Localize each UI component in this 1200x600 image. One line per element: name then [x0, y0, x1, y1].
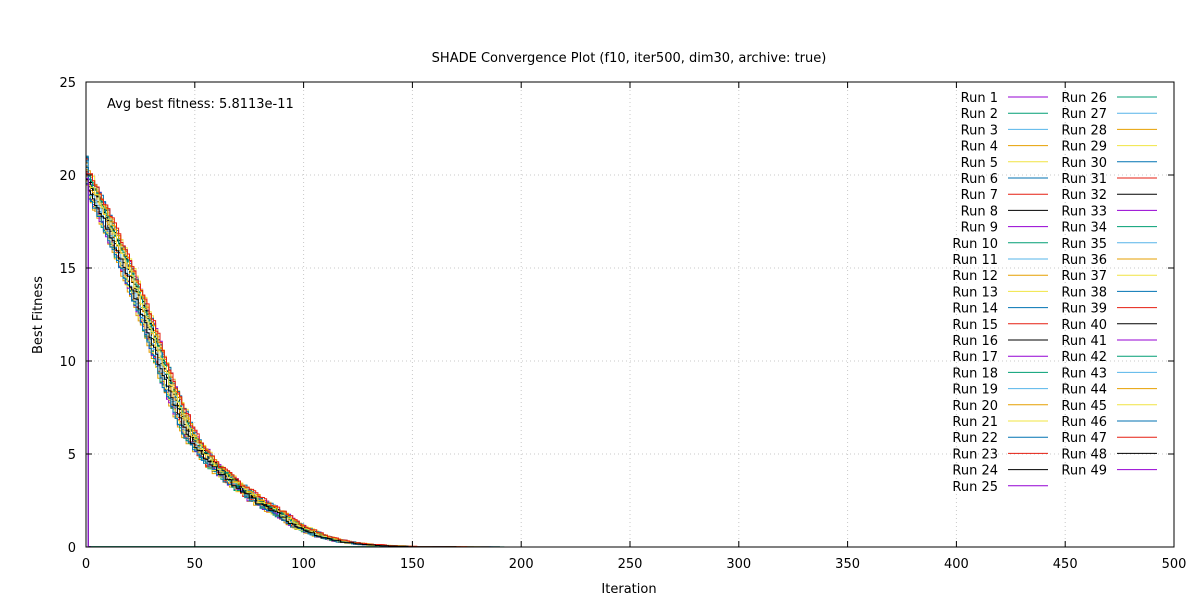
legend-label-run-8: Run 8	[961, 204, 998, 219]
legend-label-run-6: Run 6	[961, 172, 998, 187]
legend-label-run-25: Run 25	[952, 480, 998, 495]
x-tick-label: 450	[1053, 557, 1078, 572]
legend-label-run-10: Run 10	[952, 237, 998, 252]
legend-label-run-49: Run 49	[1061, 464, 1107, 479]
x-axis-label: Iteration	[601, 582, 656, 597]
x-tick-label: 400	[944, 557, 969, 572]
legend-label-run-20: Run 20	[952, 399, 998, 414]
legend-label-run-12: Run 12	[952, 269, 998, 284]
legend-label-run-41: Run 41	[1061, 334, 1107, 349]
legend-label-run-16: Run 16	[952, 334, 998, 349]
x-tick-label: 50	[187, 557, 204, 572]
legend-label-run-17: Run 17	[952, 350, 998, 365]
legend-label-run-13: Run 13	[952, 285, 998, 300]
legend-label-run-1: Run 1	[961, 91, 998, 106]
legend-label-run-4: Run 4	[961, 140, 998, 155]
y-tick-label: 15	[59, 262, 76, 277]
legend-label-run-46: Run 46	[1061, 415, 1107, 430]
legend-label-run-35: Run 35	[1061, 237, 1107, 252]
y-axis-ticks: 0 5 10 15 20 25	[59, 76, 1174, 556]
legend-label-run-24: Run 24	[952, 464, 998, 479]
legend-label-run-15: Run 15	[952, 318, 998, 333]
legend-label-run-29: Run 29	[1061, 140, 1107, 155]
legend-label-run-45: Run 45	[1061, 399, 1107, 414]
legend-label-run-30: Run 30	[1061, 156, 1107, 171]
series-line-run-48	[86, 179, 565, 548]
legend-label-run-22: Run 22	[952, 431, 998, 446]
legend-label-run-40: Run 40	[1061, 318, 1107, 333]
legend-label-run-44: Run 44	[1061, 383, 1107, 398]
series-line-run-47	[86, 173, 565, 548]
legend-label-run-3: Run 3	[961, 123, 998, 138]
x-tick-label: 250	[618, 557, 643, 572]
legend-label-run-5: Run 5	[961, 156, 998, 171]
x-tick-label: 350	[835, 557, 860, 572]
x-tick-label: 0	[82, 557, 90, 572]
legend-label-run-19: Run 19	[952, 383, 998, 398]
legend-label-run-11: Run 11	[952, 253, 998, 268]
y-axis-label: Best Fitness	[31, 276, 46, 354]
legend-label-run-9: Run 9	[961, 221, 998, 236]
legend-label-run-36: Run 36	[1061, 253, 1107, 268]
legend-label-run-38: Run 38	[1061, 285, 1107, 300]
legend-label-run-7: Run 7	[961, 188, 998, 203]
legend-label-run-28: Run 28	[1061, 123, 1107, 138]
legend-label-run-2: Run 2	[961, 107, 998, 122]
x-tick-label: 100	[291, 557, 316, 572]
legend-label-run-14: Run 14	[952, 302, 998, 317]
x-axis-ticks: 0 50 100 150 200 250 300 350 400 450 500	[82, 82, 1187, 572]
y-tick-label: 10	[59, 355, 76, 370]
legend-label-run-48: Run 48	[1061, 447, 1107, 462]
x-tick-label: 500	[1162, 557, 1187, 572]
legend-label-run-21: Run 21	[952, 415, 998, 430]
legend-label-run-39: Run 39	[1061, 302, 1107, 317]
legend-label-run-32: Run 32	[1061, 188, 1107, 203]
legend-label-run-34: Run 34	[1061, 221, 1107, 236]
legend-label-run-31: Run 31	[1061, 172, 1107, 187]
x-tick-label: 300	[726, 557, 751, 572]
legend-label-run-33: Run 33	[1061, 204, 1107, 219]
legend-label-run-27: Run 27	[1061, 107, 1107, 122]
y-tick-label: 25	[59, 76, 76, 91]
grid-lines	[86, 82, 1174, 547]
legend-label-run-43: Run 43	[1061, 366, 1107, 381]
y-tick-label: 0	[68, 541, 76, 556]
y-tick-label: 20	[59, 169, 76, 184]
legend-label-run-47: Run 47	[1061, 431, 1107, 446]
y-tick-label: 5	[68, 448, 76, 463]
series-lines	[86, 155, 565, 548]
x-tick-label: 150	[400, 557, 425, 572]
x-tick-label: 200	[509, 557, 534, 572]
legend-label-run-37: Run 37	[1061, 269, 1107, 284]
legend-label-run-23: Run 23	[952, 447, 998, 462]
avg-fitness-annotation: Avg best fitness: 5.8113e-11	[107, 97, 294, 112]
legend-label-run-18: Run 18	[952, 366, 998, 381]
legend-label-run-42: Run 42	[1061, 350, 1107, 365]
legend-label-run-26: Run 26	[1061, 91, 1107, 106]
chart-title: SHADE Convergence Plot (f10, iter500, di…	[432, 51, 827, 66]
